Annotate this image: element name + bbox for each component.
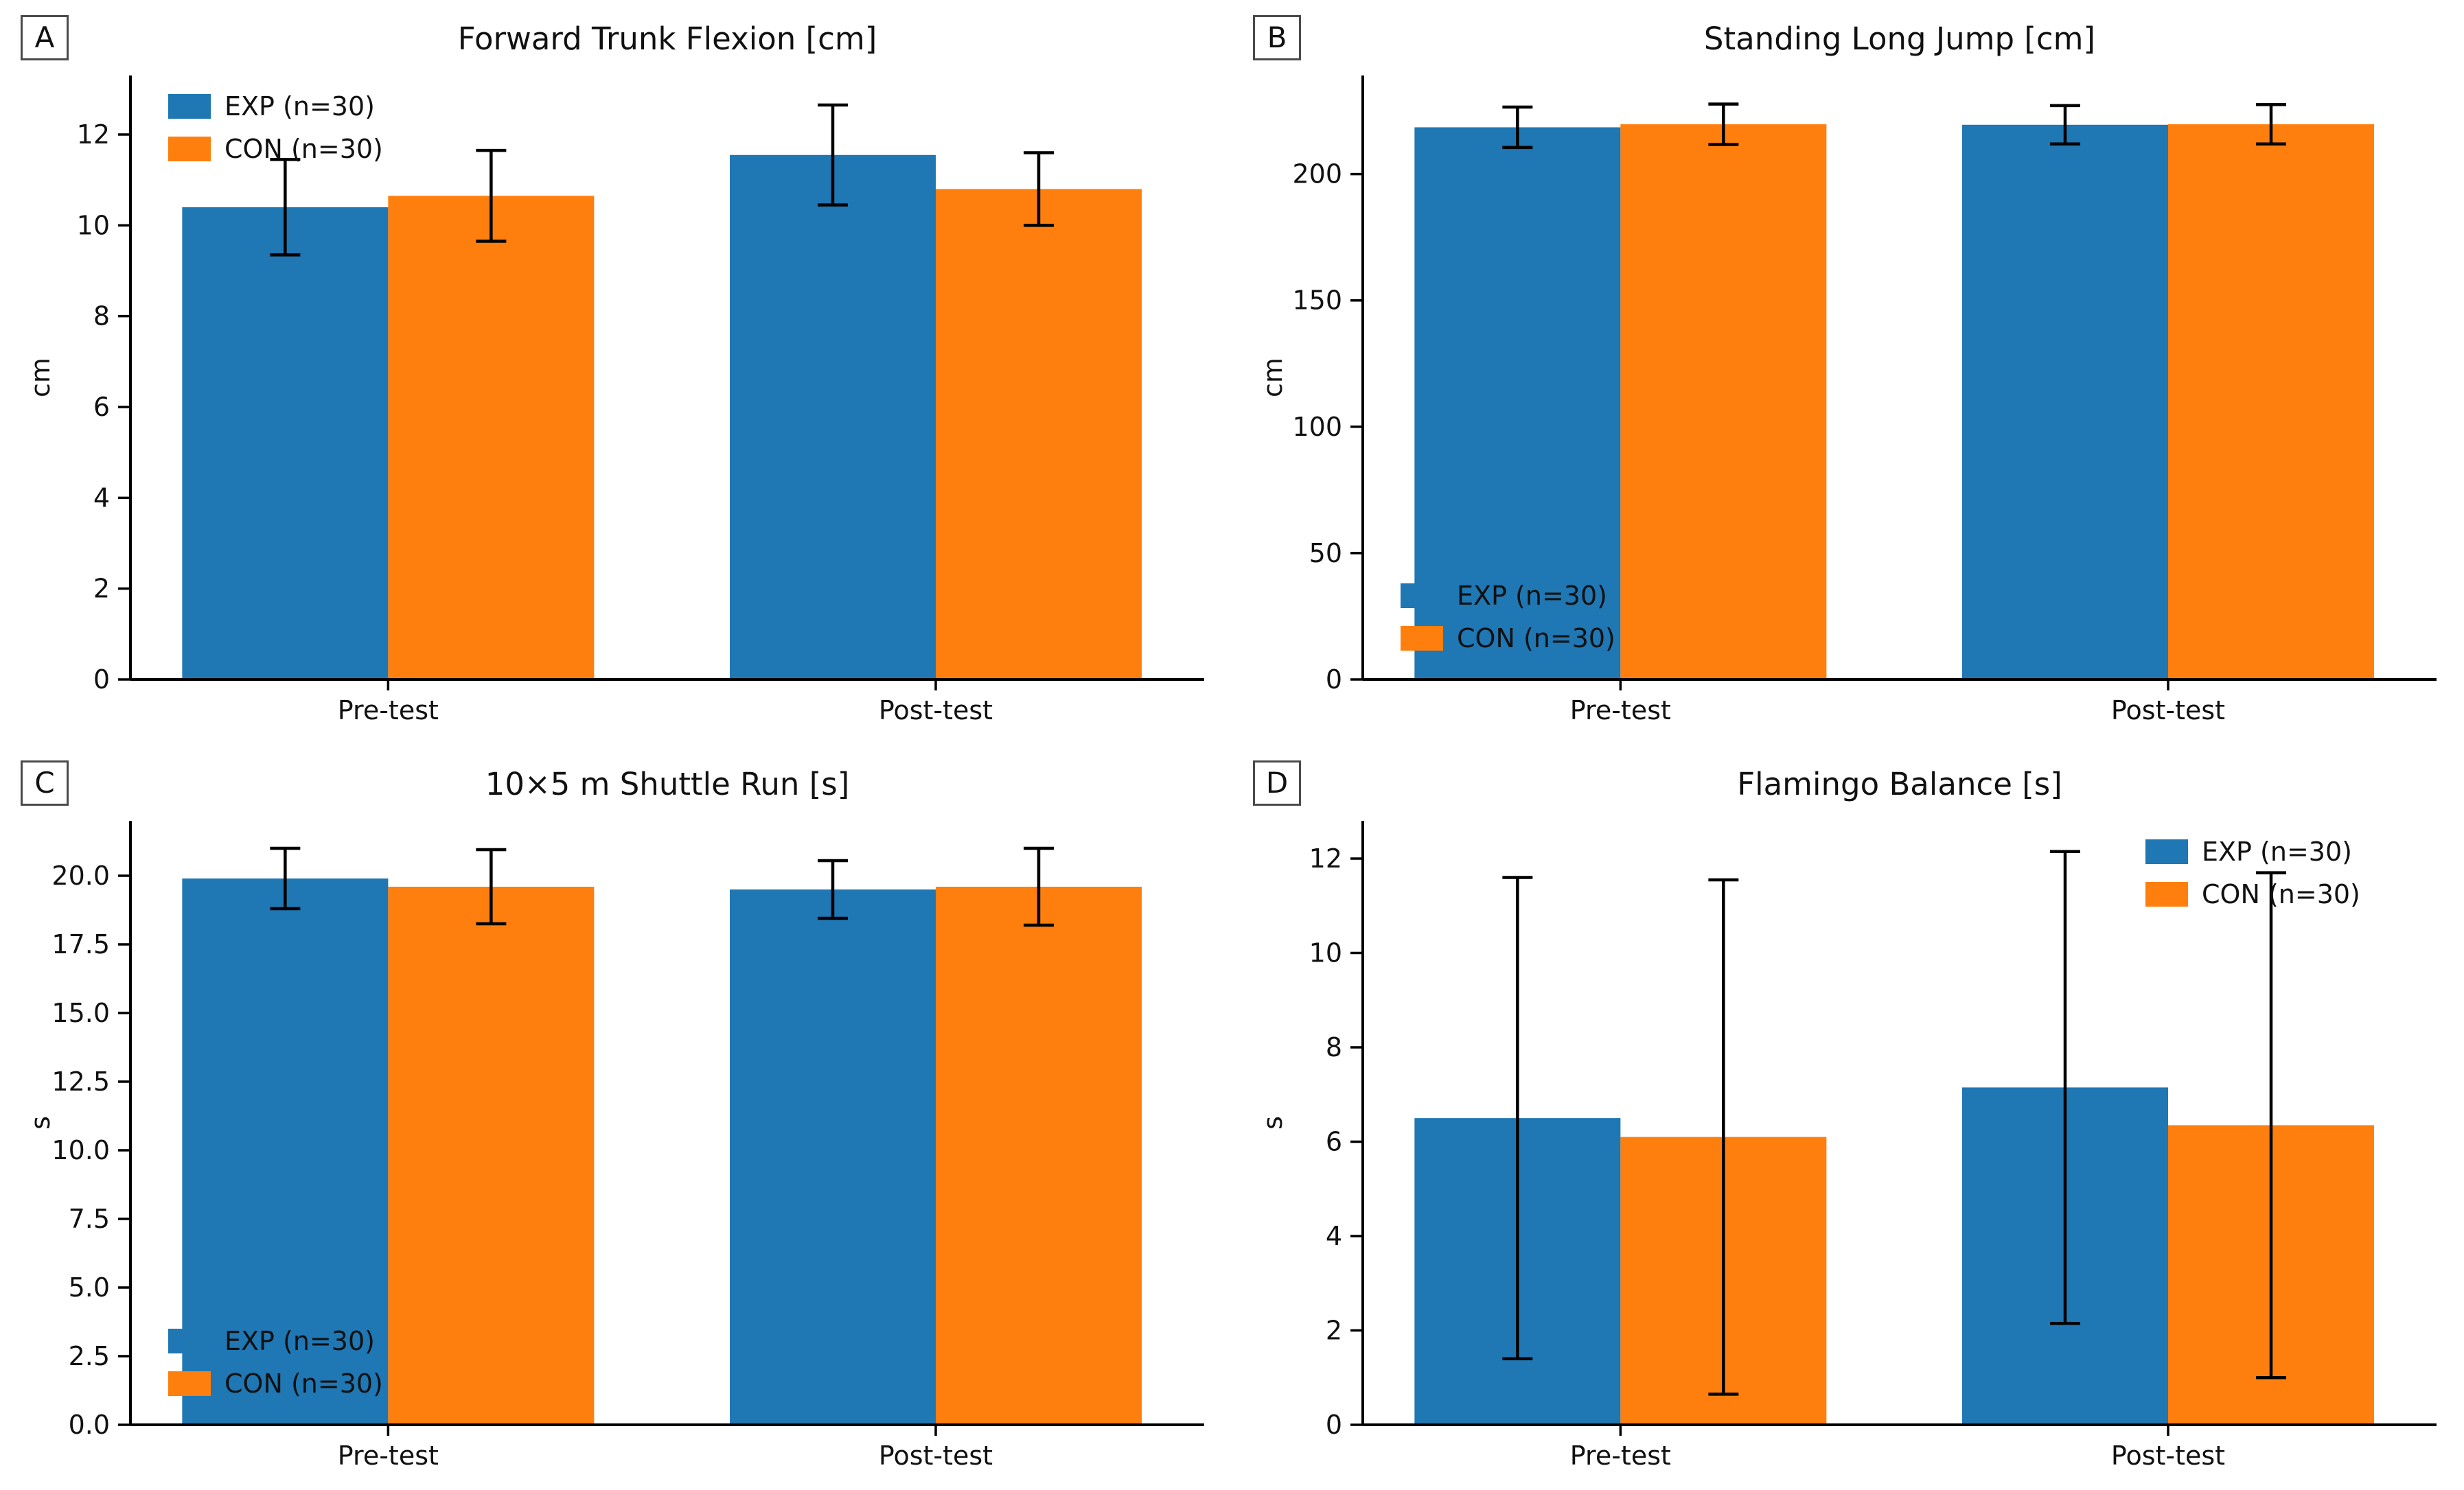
y-tick-label: 0.0 <box>69 1410 110 1440</box>
bar-con-post-test <box>2168 124 2374 680</box>
legend-swatch-con <box>168 1371 211 1396</box>
panel-label-c: C <box>21 760 69 806</box>
legend-swatch-exp <box>2145 839 2188 864</box>
panel-forward-trunk-flexion: A 0 2 4 6 8 10 12 Pre-test Post-test cm Forward Tr… <box>0 0 1232 745</box>
legend-label-exp: EXP (n=30) <box>1457 581 1607 611</box>
y-tick-label: 7.5 <box>69 1204 110 1234</box>
bar-exp-post-test <box>730 154 936 679</box>
y-tick-label: 100 <box>1292 412 1342 442</box>
bar-exp-pre-test <box>182 207 389 679</box>
x-tick-label: Pre-test <box>338 695 439 725</box>
y-tick-label: 150 <box>1292 286 1342 316</box>
chart-title: Forward Trunk Flexion [cm] <box>458 21 877 57</box>
y-tick-label: 6 <box>93 392 110 422</box>
legend-label-con: CON (n=30) <box>224 134 383 164</box>
legend-label-con: CON (n=30) <box>2202 879 2360 909</box>
x-tick-label: Pre-test <box>338 1441 439 1471</box>
panel-standing-long-jump: B 0 50 100 150 200 Pre-test Post-test cm Standin… <box>1232 0 2464 745</box>
legend-label-exp: EXP (n=30) <box>224 91 375 121</box>
legend-label-con: CON (n=30) <box>1457 623 1615 653</box>
bar-con-post-test <box>936 887 1142 1425</box>
y-tick-label: 15.0 <box>51 998 110 1028</box>
bar-exp-post-test <box>730 889 936 1425</box>
bar-con-pre-test <box>388 887 595 1425</box>
y-tick-label: 17.5 <box>51 929 110 959</box>
x-tick-label: Pre-test <box>1570 695 1671 725</box>
chart-forward-trunk-flexion: 0 2 4 6 8 10 12 Pre-test Post-test cm Forward Trun… <box>25 21 1204 725</box>
y-tick-label: 4 <box>93 482 110 513</box>
panel-flamingo-balance: D 0 2 4 6 8 10 12 Pre-test Post-test s Flamingo Ba… <box>1232 745 2464 1490</box>
y-tick-label: 8 <box>93 301 110 331</box>
panel-label-a: A <box>21 15 69 60</box>
bar-con-pre-test <box>388 196 595 679</box>
panel-label-d: D <box>1253 760 1301 806</box>
y-tick-label: 0 <box>93 664 110 695</box>
legend-swatch-con <box>168 137 211 161</box>
x-tick-label: Post-test <box>879 695 993 725</box>
bar-exp-post-test <box>1962 124 2168 679</box>
y-tick-label: 0 <box>1326 664 1342 695</box>
legend-swatch-exp <box>168 1329 211 1353</box>
panel-shuttle-run: C 0.0 2.5 5.0 7.5 10.0 12.5 15.0 17.5 20.0 Pre-te… <box>0 745 1232 1490</box>
legend-swatch-con <box>1401 626 1443 651</box>
bar-exp-pre-test <box>182 878 389 1425</box>
legend-label-exp: EXP (n=30) <box>224 1326 375 1356</box>
y-tick-label: 8 <box>1326 1032 1342 1062</box>
y-tick-label: 12.5 <box>51 1067 110 1097</box>
legend-label-con: CON (n=30) <box>224 1369 383 1399</box>
x-tick-label: Pre-test <box>1570 1441 1671 1471</box>
chart-shuttle-run: 0.0 2.5 5.0 7.5 10.0 12.5 15.0 17.5 20.0 Pre-test… <box>25 766 1204 1471</box>
legend-swatch-con <box>2145 882 2188 907</box>
x-tick-label: Post-test <box>879 1441 993 1471</box>
y-tick-label: 2 <box>93 574 110 604</box>
x-tick-label: Post-test <box>2111 1441 2225 1471</box>
y-tick-label: 2 <box>1326 1316 1342 1346</box>
bar-con-post-test <box>936 189 1142 679</box>
y-tick-label: 10 <box>77 210 110 240</box>
chart-title: 10×5 m Shuttle Run [s] <box>485 766 850 802</box>
x-tick-label: Post-test <box>2111 695 2225 725</box>
y-axis-label: cm <box>25 358 56 397</box>
y-tick-label: 10.0 <box>51 1135 110 1165</box>
panel-label-b: B <box>1253 15 1301 60</box>
y-tick-label: 50 <box>1309 538 1342 568</box>
y-tick-label: 20.0 <box>51 861 110 891</box>
y-tick-label: 2.5 <box>69 1341 110 1371</box>
y-tick-label: 200 <box>1292 159 1342 189</box>
y-tick-label: 4 <box>1326 1221 1342 1251</box>
legend-label-exp: EXP (n=30) <box>2202 837 2352 867</box>
chart-title: Standing Long Jump [cm] <box>1704 21 2095 57</box>
y-tick-label: 10 <box>1309 938 1342 968</box>
chart-standing-long-jump: 0 50 100 150 200 Pre-test Post-test cm Standing … <box>1258 21 2437 725</box>
chart-flamingo-balance: 0 2 4 6 8 10 12 Pre-test Post-test s Flamingo Bala… <box>1258 766 2437 1471</box>
bar-exp-pre-test <box>1414 127 1621 679</box>
y-tick-label: 0 <box>1326 1410 1342 1440</box>
y-tick-label: 12 <box>1309 843 1342 874</box>
y-axis-label: s <box>25 1116 56 1130</box>
chart-title: Flamingo Balance [s] <box>1737 766 2062 802</box>
legend-swatch-exp <box>168 94 211 119</box>
y-axis-label: s <box>1258 1116 1288 1130</box>
y-tick-label: 6 <box>1326 1127 1342 1157</box>
y-tick-label: 5.0 <box>69 1272 110 1303</box>
y-axis-label: cm <box>1258 358 1288 397</box>
bar-con-pre-test <box>1620 124 1827 680</box>
legend-swatch-exp <box>1401 583 1443 608</box>
y-tick-label: 12 <box>77 119 110 150</box>
